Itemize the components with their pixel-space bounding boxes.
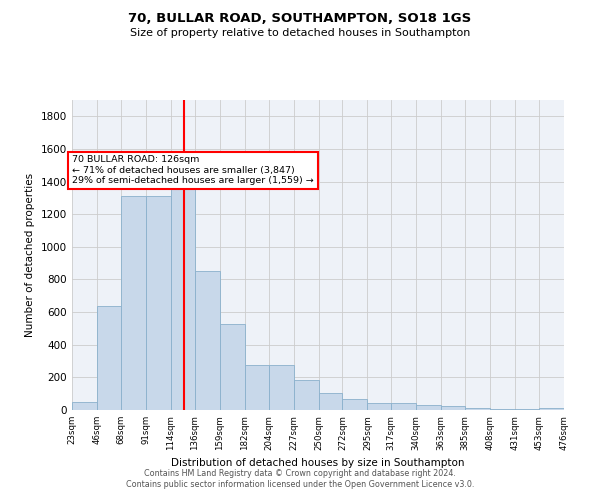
Bar: [391, 404, 416, 410]
Bar: [146, 196, 171, 410]
Bar: [319, 393, 343, 410]
Bar: [367, 404, 391, 410]
Y-axis label: Number of detached properties: Number of detached properties: [25, 173, 35, 337]
Text: Contains public sector information licensed under the Open Government Licence v3: Contains public sector information licen…: [126, 480, 474, 489]
X-axis label: Distribution of detached houses by size in Southampton: Distribution of detached houses by size …: [171, 458, 465, 468]
Text: 70 BULLAR ROAD: 126sqm
← 71% of detached houses are smaller (3,847)
29% of semi-: 70 BULLAR ROAD: 126sqm ← 71% of detached…: [72, 156, 314, 186]
Bar: [171, 186, 195, 410]
Bar: [195, 272, 220, 410]
Bar: [416, 405, 441, 410]
Bar: [515, 409, 539, 410]
Bar: [269, 365, 293, 410]
Bar: [490, 409, 515, 410]
Bar: [121, 196, 146, 410]
Bar: [245, 365, 269, 410]
Bar: [539, 408, 564, 410]
Bar: [441, 406, 465, 410]
Text: 70, BULLAR ROAD, SOUTHAMPTON, SO18 1GS: 70, BULLAR ROAD, SOUTHAMPTON, SO18 1GS: [128, 12, 472, 26]
Bar: [220, 324, 245, 410]
Bar: [293, 380, 319, 410]
Text: Size of property relative to detached houses in Southampton: Size of property relative to detached ho…: [130, 28, 470, 38]
Bar: [465, 408, 490, 410]
Text: Contains HM Land Registry data © Crown copyright and database right 2024.: Contains HM Land Registry data © Crown c…: [144, 468, 456, 477]
Bar: [72, 402, 97, 410]
Bar: [97, 306, 121, 410]
Bar: [343, 400, 367, 410]
